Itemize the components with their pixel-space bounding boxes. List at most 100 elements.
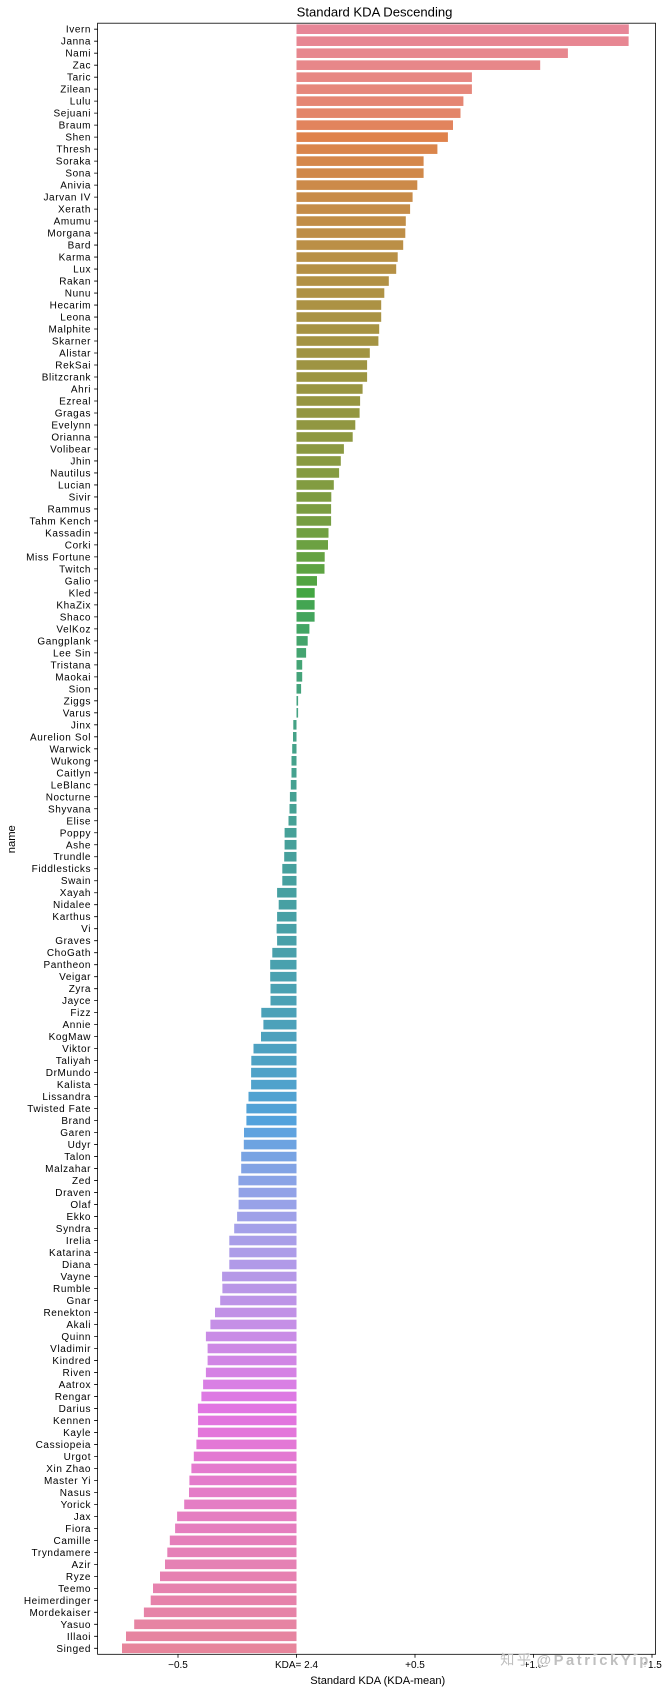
- svg-text:KogMaw: KogMaw: [49, 1032, 92, 1043]
- svg-text:VelKoz: VelKoz: [56, 624, 91, 635]
- svg-text:Ivern: Ivern: [66, 25, 91, 36]
- svg-text:Xin Zhao: Xin Zhao: [46, 1464, 91, 1475]
- svg-text:+0.5: +0.5: [405, 1660, 425, 1671]
- svg-text:Kassadin: Kassadin: [45, 528, 91, 539]
- svg-text:Illaoi: Illaoi: [67, 1632, 91, 1643]
- svg-text:Darius: Darius: [59, 1404, 92, 1415]
- svg-text:Lucian: Lucian: [58, 480, 91, 491]
- svg-text:Ekko: Ekko: [66, 1212, 91, 1223]
- svg-text:Xerath: Xerath: [58, 205, 91, 216]
- svg-text:Rengar: Rengar: [55, 1392, 91, 1403]
- svg-text:Kayle: Kayle: [63, 1428, 91, 1439]
- svg-text:Fiora: Fiora: [65, 1524, 91, 1535]
- svg-text:Gnar: Gnar: [66, 1296, 91, 1307]
- svg-text:DrMundo: DrMundo: [46, 1068, 91, 1079]
- svg-text:Graves: Graves: [55, 936, 91, 947]
- svg-text:Irelia: Irelia: [66, 1236, 91, 1247]
- svg-text:Cassiopeia: Cassiopeia: [36, 1440, 91, 1451]
- svg-text:Kalista: Kalista: [57, 1080, 91, 1091]
- svg-text:Jayce: Jayce: [62, 996, 91, 1007]
- svg-text:Pantheon: Pantheon: [43, 960, 91, 971]
- svg-text:Sion: Sion: [69, 684, 91, 695]
- svg-text:Standard KDA (KDA-mean): Standard KDA (KDA-mean): [310, 1675, 445, 1687]
- svg-text:Renekton: Renekton: [43, 1308, 91, 1319]
- svg-text:Kindred: Kindred: [52, 1356, 91, 1367]
- svg-text:Vladimir: Vladimir: [50, 1344, 91, 1355]
- svg-text:Swain: Swain: [61, 876, 91, 887]
- svg-text:Orianna: Orianna: [51, 432, 91, 443]
- svg-text:+1.5: +1.5: [642, 1660, 662, 1671]
- svg-text:RekSai: RekSai: [55, 361, 91, 372]
- svg-text:@PatrickYip: @PatrickYip: [538, 1654, 652, 1670]
- svg-text:Camille: Camille: [54, 1536, 92, 1547]
- svg-text:Galio: Galio: [65, 576, 91, 587]
- svg-text:Akali: Akali: [66, 1320, 91, 1331]
- svg-text:Ryze: Ryze: [66, 1572, 91, 1583]
- svg-text:KhaZix: KhaZix: [56, 600, 91, 611]
- svg-text:Fiddlesticks: Fiddlesticks: [32, 864, 91, 875]
- svg-text:Karthus: Karthus: [52, 912, 91, 923]
- svg-text:Diana: Diana: [62, 1260, 91, 1271]
- svg-text:Poppy: Poppy: [60, 828, 91, 839]
- svg-text:Yasuo: Yasuo: [60, 1620, 91, 1631]
- svg-text:Jarvan IV: Jarvan IV: [43, 193, 91, 204]
- svg-text:Morgana: Morgana: [47, 229, 91, 240]
- svg-text:@PatrickYip: @PatrickYip: [537, 1653, 651, 1669]
- svg-text:Standard KDA Descending: Standard KDA Descending: [297, 4, 453, 19]
- svg-text:Soraka: Soraka: [56, 157, 91, 168]
- svg-text:Ezreal: Ezreal: [59, 396, 91, 407]
- svg-text:Sejuani: Sejuani: [54, 109, 92, 120]
- svg-text:Vi: Vi: [81, 924, 91, 935]
- svg-text:Janna: Janna: [61, 37, 91, 48]
- svg-text:Kled: Kled: [69, 588, 91, 599]
- svg-text:Wukong: Wukong: [51, 756, 91, 767]
- svg-text:Nidalee: Nidalee: [53, 900, 91, 911]
- svg-text:Tristana: Tristana: [51, 660, 92, 671]
- svg-text:Aurelion Sol: Aurelion Sol: [30, 732, 91, 743]
- svg-text:Hecarim: Hecarim: [50, 301, 91, 312]
- svg-text:Nocturne: Nocturne: [46, 792, 91, 803]
- svg-text:Jinx: Jinx: [71, 720, 91, 731]
- svg-text:Lissandra: Lissandra: [42, 1092, 91, 1103]
- svg-text:Ziggs: Ziggs: [64, 696, 91, 707]
- svg-text:Taric: Taric: [67, 73, 91, 84]
- svg-text:Kennen: Kennen: [53, 1416, 91, 1427]
- svg-text:Brand: Brand: [61, 1116, 91, 1127]
- svg-text:Volibear: Volibear: [50, 444, 91, 455]
- svg-text:Rakan: Rakan: [59, 277, 91, 288]
- svg-text:Vayne: Vayne: [60, 1272, 91, 1283]
- svg-text:Skarner: Skarner: [52, 337, 91, 348]
- svg-text:Draven: Draven: [55, 1188, 91, 1199]
- svg-text:Yorick: Yorick: [61, 1500, 92, 1511]
- svg-text:Amumu: Amumu: [54, 217, 91, 228]
- svg-text:Jax: Jax: [74, 1512, 91, 1523]
- svg-text:Quinn: Quinn: [61, 1332, 91, 1343]
- svg-text:Azir: Azir: [71, 1560, 91, 1571]
- svg-text:Zed: Zed: [72, 1176, 91, 1187]
- svg-text:Zilean: Zilean: [60, 85, 91, 96]
- svg-text:Talon: Talon: [64, 1152, 91, 1163]
- svg-text:Alistar: Alistar: [59, 349, 91, 360]
- svg-text:Garen: Garen: [60, 1128, 91, 1139]
- svg-text:Rumble: Rumble: [53, 1284, 91, 1295]
- svg-text:Tryndamere: Tryndamere: [32, 1548, 92, 1559]
- svg-text:Trundle: Trundle: [53, 852, 91, 863]
- svg-text:Thresh: Thresh: [56, 145, 91, 156]
- svg-text:Malphite: Malphite: [48, 325, 91, 336]
- svg-text:Olaf: Olaf: [70, 1200, 91, 1211]
- svg-text:Fizz: Fizz: [70, 1008, 91, 1019]
- svg-text:Nasus: Nasus: [60, 1488, 91, 1499]
- svg-text:Annie: Annie: [63, 1020, 92, 1031]
- svg-text:Tahm Kench: Tahm Kench: [30, 516, 92, 527]
- svg-text:Corki: Corki: [65, 540, 91, 551]
- svg-text:Udyr: Udyr: [68, 1140, 92, 1151]
- svg-text:Syndra: Syndra: [56, 1224, 91, 1235]
- svg-text:Miss Fortune: Miss Fortune: [26, 552, 91, 563]
- svg-text:Taliyah: Taliyah: [56, 1056, 91, 1067]
- svg-text:Shaco: Shaco: [60, 612, 91, 623]
- svg-text:Maokai: Maokai: [55, 672, 91, 683]
- svg-text:Evelynn: Evelynn: [51, 420, 91, 431]
- svg-text:Viktor: Viktor: [62, 1044, 91, 1055]
- svg-text:KDA= 2.4: KDA= 2.4: [275, 1660, 319, 1671]
- svg-text:Mordekaiser: Mordekaiser: [29, 1608, 91, 1619]
